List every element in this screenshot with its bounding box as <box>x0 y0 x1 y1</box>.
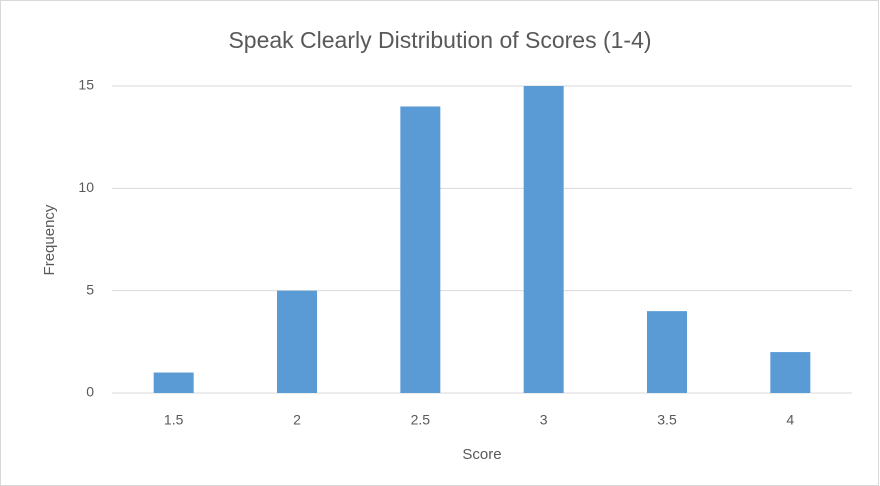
bar <box>523 86 564 393</box>
bar <box>153 372 194 393</box>
x-tick-label: 3 <box>540 412 548 428</box>
x-tick-label: 2.5 <box>411 412 431 428</box>
x-axis-label: Score <box>462 446 501 463</box>
x-tick-label: 2 <box>293 412 301 428</box>
y-tick-label: 0 <box>86 384 94 400</box>
bar <box>277 290 317 393</box>
chart-title: Speak Clearly Distribution of Scores (1-… <box>228 27 651 53</box>
x-tick-label: 4 <box>786 412 794 428</box>
bar <box>647 311 687 393</box>
bar <box>400 106 441 393</box>
bar <box>770 352 811 393</box>
y-tick-label: 10 <box>78 179 94 195</box>
y-axis-label: Frequency <box>41 204 58 275</box>
x-tick-label: 1.5 <box>164 412 184 428</box>
x-tick-label: 3.5 <box>657 412 677 428</box>
y-tick-label: 15 <box>78 77 94 93</box>
y-tick-label: 5 <box>86 281 94 297</box>
